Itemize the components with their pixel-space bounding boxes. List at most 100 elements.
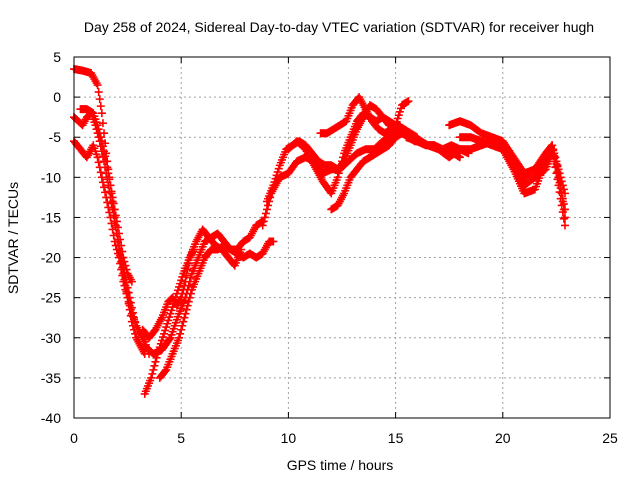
data-point [100,183,109,192]
data-point [182,305,191,314]
data-point [107,187,116,196]
data-point [101,188,110,197]
data-point [181,277,190,286]
data-point [179,285,188,294]
data-point [556,194,565,203]
data-point [95,129,104,138]
data-point [178,289,187,298]
data-point [557,201,566,210]
data-point [96,168,105,177]
data-point [180,313,189,322]
data-point [96,102,105,111]
data-point [97,109,106,118]
data-point [121,261,130,270]
data-point [558,208,567,217]
data-point [102,157,111,166]
data-point [259,217,268,226]
data-point [120,281,129,290]
data-point [121,285,130,294]
data-point [559,214,568,223]
plot-frame [73,56,611,419]
data-point [184,259,193,268]
y-tick-label: 0 [53,89,61,105]
data-point [109,199,118,208]
x-tick-label: 0 [70,430,78,446]
y-tick-label: -5 [49,129,62,145]
x-tick-label: 20 [495,430,511,446]
y-tick-label: -10 [41,169,61,185]
y-tick-label: -25 [41,290,61,306]
data-point [119,253,128,262]
data-point [108,193,117,202]
data-point [175,333,184,342]
data-point [116,235,125,244]
data-point [336,161,345,170]
data-point [147,373,156,382]
series-trace-17 [477,137,569,198]
data-point [123,293,132,302]
y-tick-label: -35 [41,370,61,386]
data-point [264,201,273,210]
data-point [178,321,187,330]
data-point [93,153,102,162]
data-point [183,265,192,274]
data-point [266,193,275,202]
data-points [70,65,569,398]
data-point [122,289,131,298]
data-point [335,165,344,174]
chart-title: Day 258 of 2024, Sidereal Day-to-day VTE… [84,19,594,35]
data-point [182,271,191,280]
data-point [560,213,569,222]
data-point [555,188,564,197]
y-tick-label: -40 [41,410,61,426]
y-tick-labels: 5 0 -5 -10 -15 -20 -25 -30 -35 -40 [41,49,61,426]
data-point [112,245,121,254]
data-point [120,257,129,266]
data-point [93,121,102,130]
data-point [98,142,107,151]
data-point [177,325,186,334]
x-tick-label: 15 [388,430,404,446]
data-point [118,247,127,256]
series-trace-6 [155,237,278,382]
data-point [269,237,278,246]
data-point [113,223,122,232]
data-point [455,153,464,162]
data-point [96,133,105,142]
data-point [184,297,193,306]
series-trace-8 [138,245,199,342]
data-point [554,165,563,174]
data-point [258,221,267,230]
data-point [124,297,133,306]
data-point [106,181,115,190]
y-tick-label: -15 [41,209,61,225]
data-point [93,81,102,90]
data-point [94,88,103,97]
data-point [97,173,106,182]
data-point [149,365,158,374]
data-point [119,277,128,286]
data-point [186,273,195,282]
data-point [109,231,118,240]
data-point [122,265,131,274]
data-point [165,335,174,344]
data-point [112,217,121,226]
data-point [333,173,342,182]
data-point [161,367,170,376]
data-point [110,205,119,214]
x-tick-labels: 0 5 10 15 20 25 [70,430,618,446]
data-point [98,119,107,128]
data-point [116,259,125,268]
data-point [98,178,107,187]
series-trace-12 [284,97,413,198]
x-tick-label: 25 [602,430,618,446]
data-point [104,169,113,178]
data-point [105,175,114,184]
data-point [106,213,115,222]
data-point [557,177,566,186]
data-point [113,249,122,258]
data-point [108,225,117,234]
data-point [177,293,186,302]
data-point [105,208,114,217]
